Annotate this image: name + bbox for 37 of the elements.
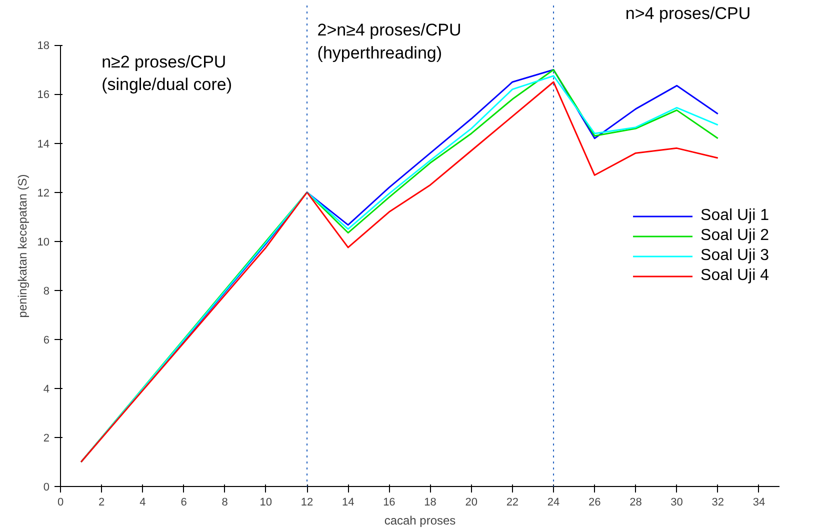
x-tick-label: 16	[383, 496, 396, 508]
x-tick-label: 18	[424, 496, 436, 508]
x-tick-label: 30	[670, 496, 683, 508]
x-tick-label: 6	[180, 496, 187, 508]
x-tick-label: 2	[98, 496, 105, 508]
x-tick-label: 32	[712, 496, 724, 508]
y-tick-label: 6	[43, 334, 50, 346]
y-axis-title: peningkatan kecepatan (S)	[15, 174, 30, 318]
x-tick-label: 12	[300, 496, 314, 508]
x-tick-label: 8	[222, 496, 228, 508]
y-tick-label: 8	[43, 285, 50, 298]
y-tick-label: 16	[37, 89, 50, 102]
x-axis-title: cacah proses	[384, 514, 456, 528]
x-tick-label: 24	[547, 496, 560, 508]
x-tick-label: 0	[57, 496, 64, 508]
legend-label: Soal Uji 1	[700, 206, 769, 224]
x-tick-label: 34	[752, 496, 766, 508]
annotation: n≥2 proses/CPU (single/dual core)	[102, 52, 232, 94]
y-tick-label: 0	[43, 482, 50, 494]
x-tick-label: 26	[588, 496, 601, 508]
x-tick-label: 10	[260, 496, 272, 508]
annotation: 2>n≥4 proses/CPU (hyperthreading)	[317, 20, 462, 62]
legend-label: Soal Uji 2	[700, 226, 769, 244]
x-tick-label: 14	[342, 496, 354, 508]
y-tick-label: 12	[37, 187, 50, 200]
y-tick-label: 10	[37, 236, 50, 248]
y-tick-label: 18	[37, 40, 50, 52]
y-tick-label: 2	[43, 432, 50, 444]
text: n>4 proses/CPU	[625, 4, 751, 24]
legend-label: Soal Uji 3	[700, 246, 769, 264]
y-tick-label: 14	[37, 138, 50, 150]
legend-label: Soal Uji 4	[700, 266, 769, 284]
x-tick-label: 4	[140, 496, 146, 508]
y-tick-label: 4	[43, 383, 50, 396]
x-tick-label: 20	[465, 496, 478, 508]
x-tick-label: 28	[630, 496, 642, 508]
x-tick-label: 22	[506, 496, 519, 508]
